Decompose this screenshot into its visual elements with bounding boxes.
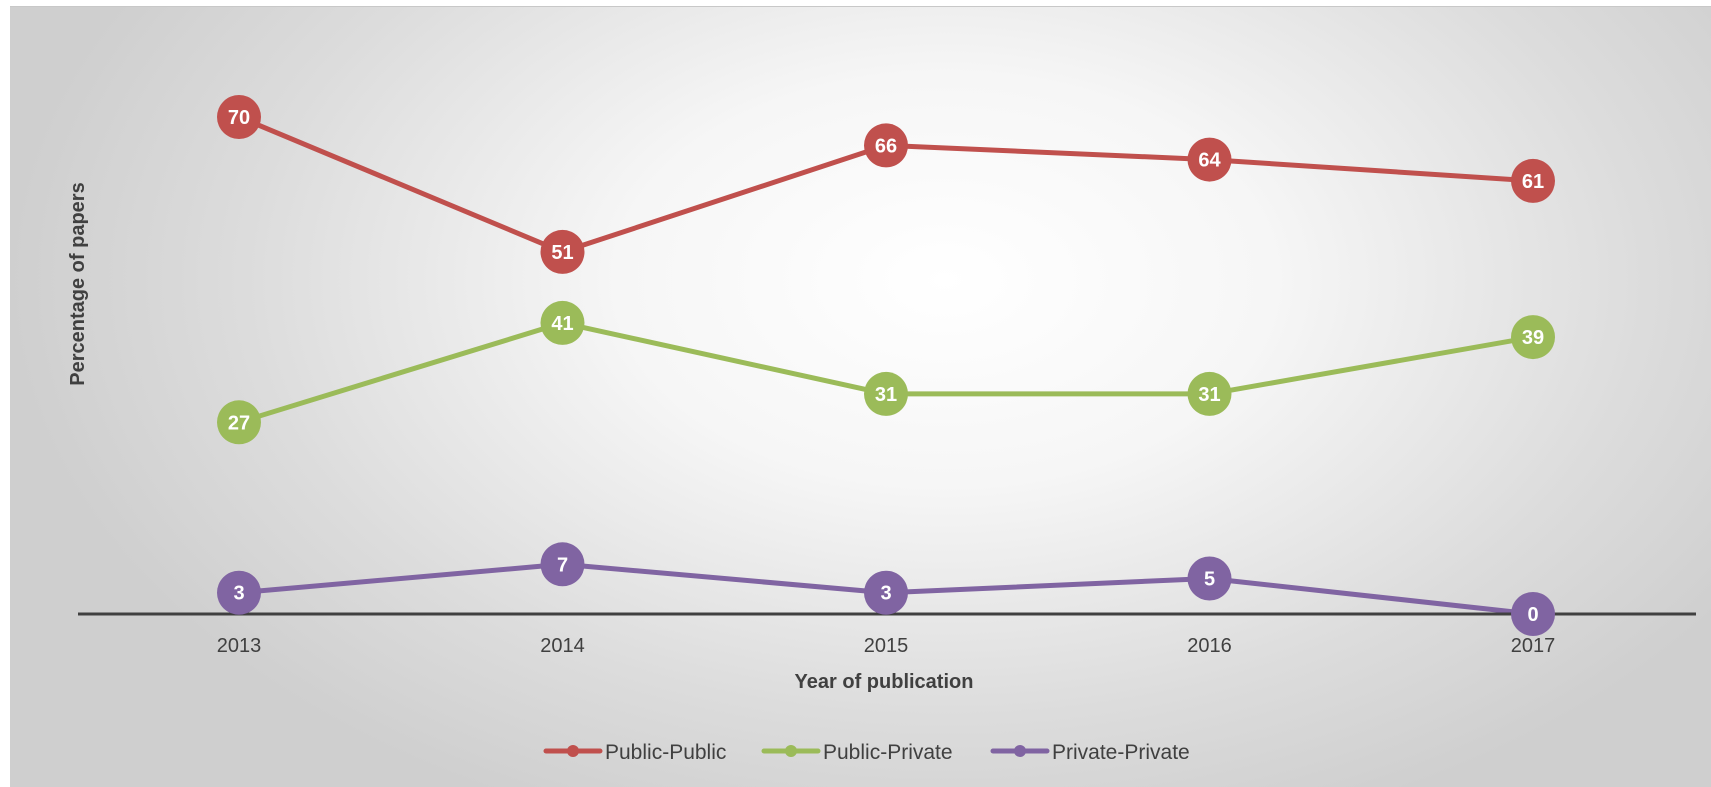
point-marker — [217, 400, 261, 445]
data-label: 31 — [1198, 384, 1220, 406]
x-tick-label-2013: 2013 — [217, 635, 262, 657]
point-marker — [1511, 158, 1555, 203]
data-label: 70 — [228, 107, 250, 129]
marker-layer: 70 51 66 64 61 27 41 31 31 39 3 7 3 5 0 — [217, 95, 1555, 636]
point-marker — [864, 570, 908, 615]
data-point-public-private-2017: 39 — [1511, 315, 1555, 360]
data-label: 41 — [551, 313, 573, 335]
data-label: 0 — [1527, 604, 1538, 626]
data-label: 64 — [1198, 150, 1221, 172]
chart-background — [10, 6, 1711, 787]
data-point-public-public-2014: 51 — [540, 229, 585, 274]
x-tick-label-2015: 2015 — [864, 635, 909, 657]
data-point-private-private-2014: 7 — [540, 542, 585, 587]
legend-item-public-private: Public-Private — [761, 741, 953, 764]
point-marker — [540, 542, 585, 587]
point-marker — [864, 123, 908, 168]
data-point-public-private-2015: 31 — [864, 371, 908, 416]
x-tick-label-2014: 2014 — [540, 635, 585, 657]
legend-swatch-marker — [785, 745, 797, 757]
x-tick-label-2016: 2016 — [1187, 635, 1232, 657]
legend-label: Public-Public — [605, 741, 726, 764]
legend-swatch-marker — [567, 745, 579, 757]
data-label: 3 — [233, 583, 244, 605]
point-marker — [1511, 315, 1555, 360]
point-marker — [217, 95, 261, 139]
data-point-public-private-2016: 31 — [1187, 371, 1232, 416]
data-label: 5 — [1204, 569, 1215, 591]
legend-label: Public-Private — [823, 741, 953, 764]
point-marker — [540, 300, 585, 345]
point-marker — [1187, 371, 1232, 416]
point-marker — [1187, 556, 1232, 601]
legend: Public-Public Public-Private Private-Priva… — [543, 741, 1190, 764]
x-tick-label-2017: 2017 — [1511, 635, 1556, 657]
legend-item-public-public: Public-Public — [543, 741, 726, 764]
data-label: 51 — [551, 242, 573, 264]
data-label: 66 — [875, 135, 897, 157]
legend-swatch-marker — [1014, 745, 1026, 757]
data-label: 31 — [875, 384, 897, 406]
x-tick-labels: 2013 2014 2015 2016 2017 — [217, 635, 1556, 657]
data-point-public-public-2015: 66 — [864, 123, 908, 168]
data-label: 3 — [880, 583, 891, 605]
data-point-public-private-2014: 41 — [540, 300, 585, 345]
data-point-public-public-2013: 70 — [217, 95, 261, 139]
data-label: 39 — [1522, 327, 1544, 349]
data-point-public-public-2017: 61 — [1511, 158, 1555, 203]
data-label: 27 — [228, 412, 250, 434]
data-point-public-private-2013: 27 — [217, 400, 261, 445]
y-axis-title: Percentage of papers — [67, 182, 89, 385]
point-marker — [540, 229, 585, 274]
point-marker — [1187, 137, 1232, 182]
data-point-private-private-2013: 3 — [217, 570, 261, 615]
data-point-private-private-2017: 0 — [1511, 592, 1555, 636]
x-axis-title: Year of publication — [795, 671, 974, 693]
data-point-public-public-2016: 64 — [1187, 137, 1232, 182]
data-label: 7 — [557, 554, 568, 576]
legend-item-private-private: Private-Private — [990, 741, 1190, 764]
data-point-private-private-2016: 5 — [1187, 556, 1232, 601]
point-marker — [217, 570, 261, 615]
series-layer — [236, 114, 1536, 617]
point-marker — [1511, 592, 1555, 636]
data-label: 61 — [1522, 171, 1544, 193]
legend-label: Private-Private — [1052, 741, 1190, 764]
point-marker — [864, 371, 908, 416]
data-point-private-private-2015: 3 — [864, 570, 908, 615]
